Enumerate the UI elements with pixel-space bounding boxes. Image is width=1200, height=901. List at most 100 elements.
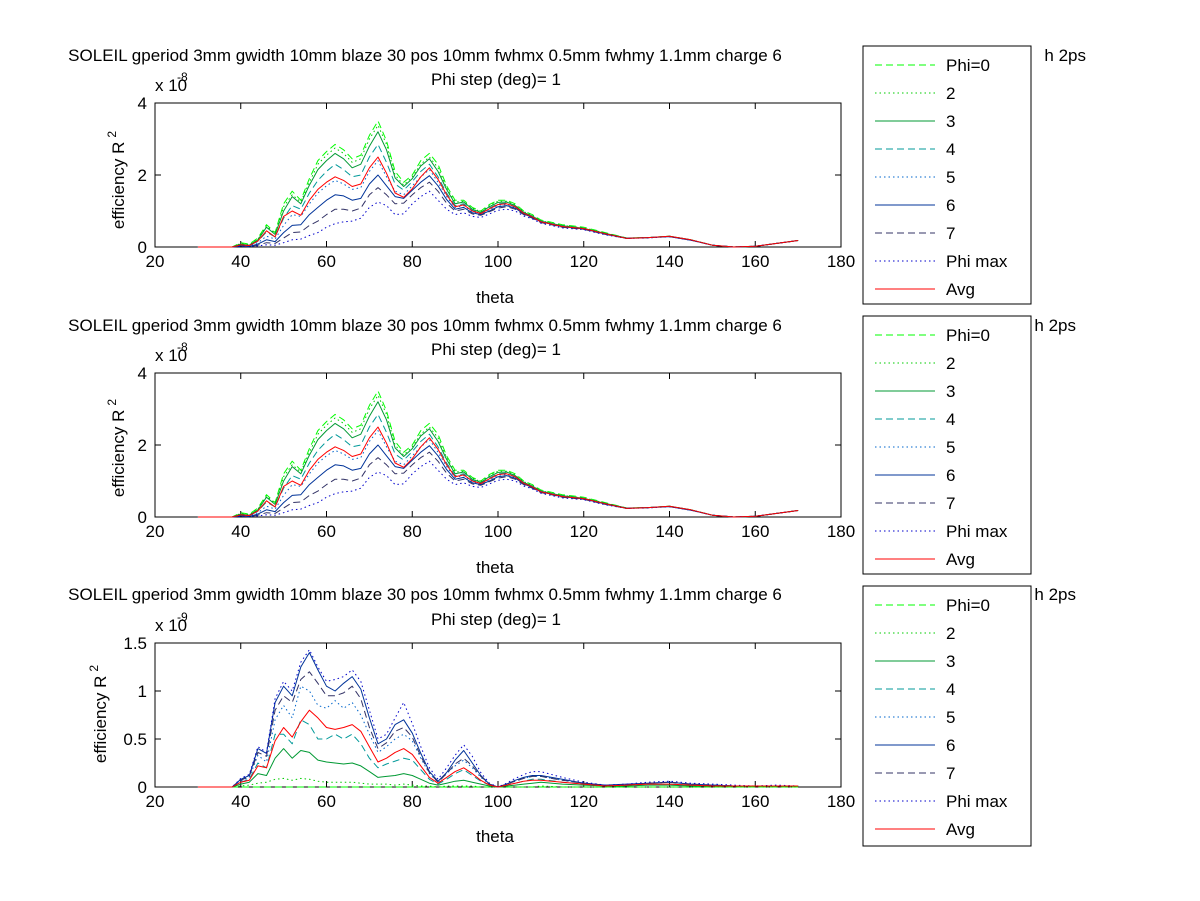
legend-label: 7 — [946, 224, 955, 243]
x-tick-label: 100 — [484, 252, 512, 271]
y-scale-base: x 10 — [155, 346, 187, 365]
legend-label: 2 — [946, 354, 955, 373]
legend-label: Phi max — [946, 792, 1008, 811]
legend-label: 7 — [946, 764, 955, 783]
x-tick-label: 160 — [741, 252, 769, 271]
y-axis-label-superscript: 2 — [105, 399, 119, 406]
y-tick-label: 2 — [138, 436, 147, 455]
legend-label: Avg — [946, 280, 975, 299]
y-tick-label: 0 — [138, 508, 147, 527]
x-tick-label: 180 — [827, 252, 855, 271]
series-line-8 — [197, 156, 799, 248]
subplot-3: SOLEIL gperiod 3mm gwidth 10mm blaze 30 … — [68, 585, 1076, 847]
legend: Phi=0 2 3 4 5 6 7 Phi max Avg — [862, 315, 1032, 575]
x-axis-label: theta — [476, 827, 514, 846]
legend-label: 5 — [946, 168, 955, 187]
x-tick-label: 140 — [655, 252, 683, 271]
y-axis-label-text: efficiency R — [109, 410, 128, 498]
subplot-2: SOLEIL gperiod 3mm gwidth 10mm blaze 30 … — [68, 315, 1076, 577]
legend-label: 7 — [946, 494, 955, 513]
x-tick-label: 180 — [827, 522, 855, 541]
series-line-2 — [197, 748, 799, 788]
x-tick-label: 140 — [655, 792, 683, 811]
legend-label: 4 — [946, 680, 955, 699]
legend-label: Phi=0 — [946, 596, 990, 615]
chart-title-tail: h 2ps — [1044, 46, 1086, 65]
x-tick-label: 60 — [317, 792, 336, 811]
legend-label: 5 — [946, 708, 955, 727]
legend-box — [862, 45, 1032, 305]
chart-subtitle: Phi step (deg)= 1 — [431, 610, 561, 629]
y-axis-label: efficiency R 2 — [105, 399, 128, 498]
chart-subtitle: Phi step (deg)= 1 — [431, 340, 561, 359]
chart-title: SOLEIL gperiod 3mm gwidth 10mm blaze 30 … — [68, 585, 782, 604]
series-line-6 — [197, 451, 799, 518]
x-tick-label: 60 — [317, 252, 336, 271]
x-tick-label: 20 — [146, 252, 165, 271]
x-tick-label: 140 — [655, 522, 683, 541]
y-scale-exponent: -9 — [177, 610, 188, 624]
chart-subtitle: Phi step (deg)= 1 — [431, 70, 561, 89]
x-tick-label: 80 — [403, 792, 422, 811]
x-tick-label: 120 — [570, 792, 598, 811]
x-tick-label: 120 — [570, 522, 598, 541]
chart-title-tail: h 2ps — [1034, 316, 1076, 335]
y-scale-exponent: -8 — [177, 340, 188, 354]
plot-area: 20 40 60 80 100 120 140 160 180 0 0.5 1 1.5 — [123, 634, 855, 811]
x-axis-label: theta — [476, 558, 514, 577]
y-axis-label-superscript: 2 — [105, 131, 119, 138]
x-tick-label: 100 — [484, 522, 512, 541]
x-tick-label: 60 — [317, 522, 336, 541]
x-tick-label: 180 — [827, 792, 855, 811]
chart-title: SOLEIL gperiod 3mm gwidth 10mm blaze 30 … — [68, 46, 782, 65]
y-tick-label: 4 — [138, 94, 147, 113]
legend-label: 3 — [946, 652, 955, 671]
series-line-3 — [197, 413, 799, 518]
y-tick-label: 1 — [138, 682, 147, 701]
y-scale-exponent: -8 — [177, 70, 188, 84]
legend-label: 5 — [946, 438, 955, 457]
legend-label: Avg — [946, 820, 975, 839]
y-tick-label: 0 — [138, 238, 147, 257]
y-scale-base: x 10 — [155, 76, 187, 95]
chart-title: SOLEIL gperiod 3mm gwidth 10mm blaze 30 … — [68, 316, 782, 335]
x-tick-label: 40 — [231, 522, 250, 541]
x-tick-label: 40 — [231, 792, 250, 811]
legend-label: 6 — [946, 196, 955, 215]
legend-label: 3 — [946, 382, 955, 401]
legend-box — [862, 585, 1032, 847]
x-tick-label: 20 — [146, 522, 165, 541]
legend: Phi=0 2 3 4 5 6 7 Phi max Avg — [862, 45, 1032, 305]
x-tick-label: 40 — [231, 252, 250, 271]
legend: Phi=0 2 3 4 5 6 7 Phi max Avg — [862, 585, 1032, 847]
series-line-8 — [197, 426, 799, 518]
x-tick-label: 80 — [403, 522, 422, 541]
legend-label: 6 — [946, 736, 955, 755]
plot-area: 20 40 60 80 100 120 140 160 180 0 2 4 — [138, 364, 856, 541]
x-tick-label: 100 — [484, 792, 512, 811]
y-tick-label: 0.5 — [123, 730, 147, 749]
x-tick-label: 80 — [403, 252, 422, 271]
legend-label: Phi=0 — [946, 326, 990, 345]
x-tick-label: 20 — [146, 792, 165, 811]
legend-label: 4 — [946, 140, 955, 159]
series-line-3 — [197, 143, 799, 248]
y-tick-label: 2 — [138, 166, 147, 185]
x-tick-label: 120 — [570, 252, 598, 271]
y-axis-label: efficiency R 2 — [105, 131, 128, 230]
legend-label: Phi=0 — [946, 56, 990, 75]
legend-label: 3 — [946, 112, 955, 131]
legend-box — [862, 315, 1032, 575]
chart-title-tail: h 2ps — [1034, 585, 1076, 604]
legend-label: 6 — [946, 466, 955, 485]
legend-label: Phi max — [946, 522, 1008, 541]
y-tick-label: 0 — [138, 778, 147, 797]
y-axis-label: efficiency R 2 — [87, 665, 110, 764]
plot-area: 20 40 60 80 100 120 140 160 180 0 2 4 — [138, 94, 856, 271]
y-axis-label-text: efficiency R — [91, 676, 110, 764]
x-axis-label: theta — [476, 288, 514, 307]
legend-label: 2 — [946, 624, 955, 643]
legend-label: Phi max — [946, 252, 1008, 271]
legend-label: Avg — [946, 550, 975, 569]
